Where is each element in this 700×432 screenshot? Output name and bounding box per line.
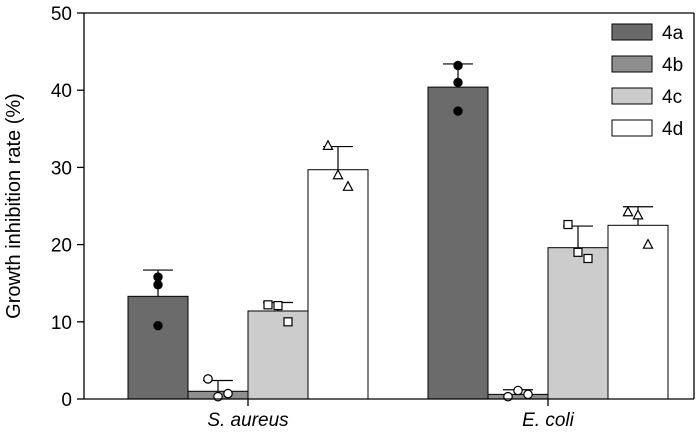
legend-swatch-4a (611, 23, 653, 41)
point-4b-s-aureus-3 (223, 388, 233, 399)
bar-4c-e-coli (547, 247, 609, 400)
x-tick-label-e-coli: E. coli (522, 410, 575, 431)
legend-label-4b: 4b (662, 55, 683, 76)
point-4a-e-coli-3 (453, 106, 463, 116)
legend: 4a 4b 4c 4d (611, 23, 684, 140)
x-tick-label-s-aureus: S. aureus (207, 410, 289, 431)
legend-swatch-4c (611, 87, 653, 105)
point-4b-e-coli-3 (523, 389, 533, 400)
point-4a-s-aureus-3 (153, 320, 163, 331)
bar-4a-s-aureus (127, 295, 189, 400)
axes: 0 10 20 30 40 50 Growth inhibition rate (%) S. … (3, 4, 695, 431)
y-tick-label-40: 40 (51, 81, 72, 102)
point-4c-s-aureus-2 (273, 300, 283, 311)
point-4d-s-aureus-2 (332, 168, 344, 180)
point-4c-s-aureus-1 (263, 300, 273, 310)
y-tick-label-20: 20 (51, 236, 72, 257)
legend-label-4d: 4d (662, 119, 683, 140)
legend-label-4a: 4a (662, 23, 684, 44)
point-4d-s-aureus-1 (322, 139, 334, 150)
point-4c-e-coli-1 (563, 219, 573, 230)
point-4d-e-coli-1 (622, 205, 634, 217)
point-4c-s-aureus-3 (283, 317, 293, 327)
point-4b-s-aureus-1 (203, 374, 213, 384)
y-tick-label-50: 50 (51, 4, 72, 25)
point-4a-e-coli-1 (453, 60, 463, 71)
point-4a-s-aureus-2 (153, 280, 163, 290)
plot-area (127, 60, 669, 402)
point-4c-e-coli-3 (583, 253, 593, 264)
bar-4d-s-aureus (307, 169, 369, 400)
point-4d-e-coli-2 (632, 208, 644, 220)
point-4a-e-coli-2 (453, 77, 463, 88)
y-tick-label-10: 10 (51, 313, 72, 334)
legend-swatch-4b (611, 55, 653, 73)
point-4c-e-coli-2 (573, 247, 583, 257)
legend-swatch-4d (611, 119, 653, 137)
y-tick-label-30: 30 (51, 158, 72, 179)
bar-4c-s-aureus (247, 310, 309, 400)
point-4d-s-aureus-3 (342, 180, 354, 191)
point-4d-e-coli-3 (642, 238, 654, 249)
y-axis-label: Growth inhibition rate (%) (3, 93, 25, 319)
bar-4d-e-coli (607, 224, 669, 400)
legend-label-4c: 4c (662, 87, 682, 108)
point-4b-e-coli-2 (513, 385, 523, 396)
bar-4a-e-coli (427, 86, 489, 400)
point-4a-s-aureus-1 (153, 272, 163, 282)
y-tick-label-0: 0 (61, 390, 72, 411)
